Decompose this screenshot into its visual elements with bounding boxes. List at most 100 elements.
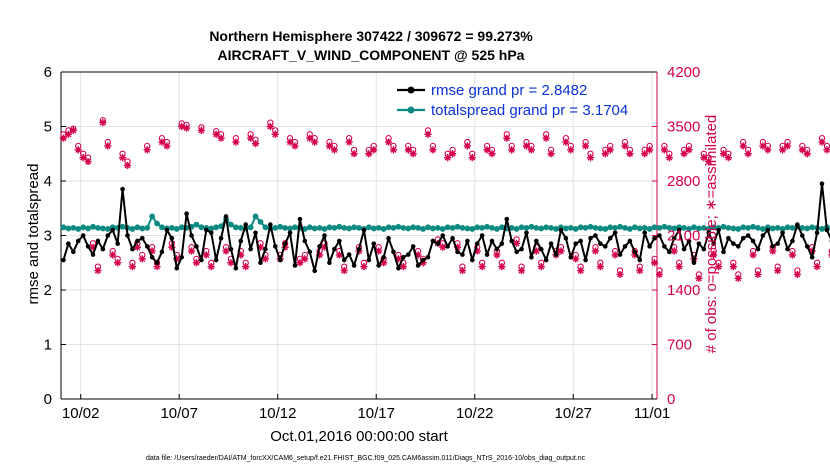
totalspread-point: [247, 224, 254, 231]
obs-assimilated-point: [710, 251, 718, 259]
totalspread-point: [700, 224, 707, 231]
totalspread-point: [415, 224, 422, 231]
totalspread-point: [769, 225, 776, 232]
obs-assimilated-point: [320, 243, 329, 251]
rmse-point: [780, 230, 785, 236]
rmse-point: [302, 238, 308, 244]
obs-assimilated-point: [197, 126, 205, 134]
y-tick-label-right: 4200: [667, 64, 700, 81]
totalspread-point: [119, 223, 126, 230]
chart-title-line2: AIRCRAFT_V_WIND_COMPONENT @ 525 hPa: [218, 47, 525, 63]
rmse-point: [667, 249, 672, 255]
totalspread-point: [760, 226, 766, 232]
totalspread-point: [508, 224, 515, 231]
totalspread-point: [740, 224, 747, 231]
rmse-point: [164, 227, 170, 233]
rmse-point: [396, 265, 401, 271]
totalspread-point: [582, 224, 589, 231]
totalspread-point: [636, 225, 643, 232]
obs-assimilated-point: [424, 130, 432, 138]
obs-assimilated-point: [251, 140, 260, 148]
totalspread-point: [351, 224, 357, 231]
totalspread-point: [228, 221, 234, 228]
x-tick-label: 10/22: [456, 405, 494, 422]
rmse-point: [233, 265, 239, 271]
y-tick-label-right: 0: [667, 391, 675, 408]
rmse-point: [588, 235, 593, 241]
obs-assimilated-point: [419, 259, 427, 267]
rmse-point: [85, 244, 91, 249]
rmse-point: [223, 214, 229, 219]
rmse-point: [504, 216, 510, 222]
obs-assimilated-point: [266, 122, 274, 131]
rmse-point: [676, 227, 682, 233]
rmse-point: [652, 235, 657, 241]
obs-assimilated-point: [798, 146, 806, 154]
rmse-point: [297, 216, 303, 222]
obs-assimilated-point: [153, 263, 161, 271]
totalspread-point: [789, 224, 796, 231]
rmse-point: [804, 244, 810, 249]
rmse-point: [568, 254, 574, 260]
totalspread-point: [489, 224, 495, 231]
obs-assimilated-point: [764, 146, 772, 154]
totalspread-point: [681, 224, 687, 231]
rmse-point: [125, 233, 130, 238]
totalspread-point: [390, 224, 397, 231]
rmse-point: [740, 235, 746, 241]
totalspread-point: [474, 224, 481, 231]
obs-assimilated-point: [769, 247, 777, 255]
y-tick-label-right: 700: [667, 337, 692, 354]
totalspread-point: [454, 223, 461, 230]
rmse-point: [332, 246, 337, 252]
totalspread-point: [518, 224, 525, 231]
totalspread-point: [720, 223, 727, 230]
rmse-point: [174, 265, 180, 271]
obs-assimilated-point: [650, 259, 659, 267]
totalspread-point: [464, 225, 471, 232]
totalspread-point: [277, 223, 284, 230]
rmse-point: [657, 233, 662, 238]
rmse-point: [696, 241, 702, 246]
rmse-layer: [61, 181, 830, 274]
obs-assimilated-point: [700, 154, 708, 162]
obs-assimilated-point: [212, 130, 220, 138]
totalspread-point: [287, 225, 293, 232]
totalspread-point: [774, 224, 781, 231]
rmse-point: [612, 230, 618, 236]
obs-assimilated-point: [453, 243, 462, 251]
rmse-point: [100, 246, 106, 252]
rmse-point: [538, 246, 544, 252]
rmse-point: [691, 260, 697, 266]
totalspread-point: [587, 223, 594, 230]
totalspread-point: [144, 224, 151, 231]
totalspread-point: [631, 224, 638, 231]
y-tick-label-right: 2100: [667, 228, 700, 245]
totalspread-point: [70, 224, 77, 231]
rmse-point: [543, 257, 549, 263]
obs-assimilated-point: [803, 150, 811, 158]
obs-assimilated-point: [596, 263, 604, 271]
rmse-point: [465, 238, 470, 244]
obs-assimilated-point: [301, 255, 309, 263]
obs-assimilated-point: [64, 130, 72, 138]
obs-assimilated-point: [729, 263, 737, 271]
obs-assimilated-point: [143, 146, 151, 154]
obs-assimilated-point: [774, 266, 782, 275]
obs-assimilated-point: [404, 146, 412, 154]
totalspread-point: [705, 226, 712, 232]
obs-assimilated-point: [118, 154, 127, 162]
obs-assimilated-point: [291, 142, 299, 150]
obs-assimilated-point: [365, 150, 373, 158]
totalspread-point: [710, 224, 717, 231]
obs-assimilated-point: [483, 146, 491, 154]
obs-assimilated-point: [384, 138, 393, 146]
obs-assimilated-point: [158, 138, 166, 146]
totalspread-point: [494, 226, 500, 232]
rmse-point: [272, 244, 278, 249]
rmse-point: [706, 230, 712, 236]
obs-assimilated-point: [611, 251, 619, 259]
obs-assimilated-point: [488, 150, 496, 158]
totalspread-point: [666, 224, 673, 231]
totalspread-point: [819, 226, 825, 232]
